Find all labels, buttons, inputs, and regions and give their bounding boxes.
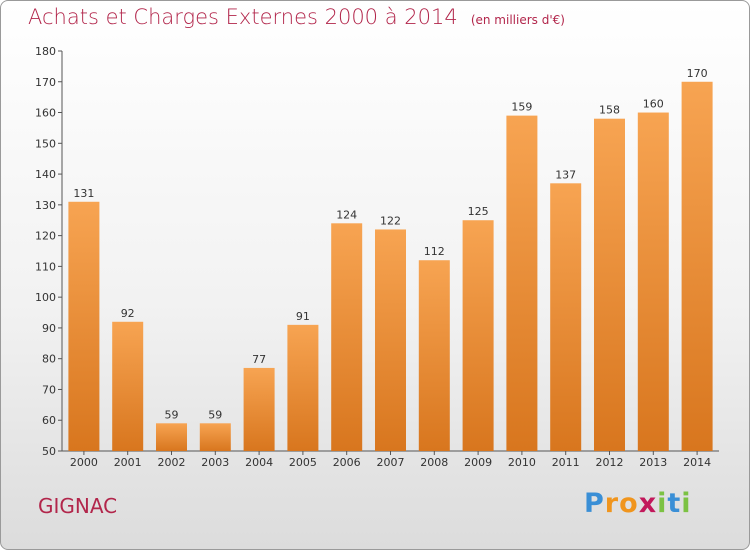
bar-2004 [243,367,275,451]
x-tick-label: 2005 [289,456,317,469]
x-tick-label: 2012 [596,456,624,469]
data-label-2005: 91 [296,310,310,323]
x-tick-label: 2010 [508,456,536,469]
x-tick-label: 2009 [464,456,492,469]
x-tick-label: 2001 [114,456,142,469]
bar-2007 [375,229,406,451]
data-label-2008: 112 [424,245,445,258]
logo-letter: t [667,488,682,519]
x-tick-label: 2003 [201,456,229,469]
logo-letter: r [604,488,620,519]
y-tick-label: 120 [35,230,56,243]
y-tick-label: 160 [35,107,56,120]
bar-2000 [68,201,100,451]
data-label-2010: 159 [511,101,532,114]
bar-2014 [681,81,713,452]
data-label-2006: 124 [336,208,357,221]
logo-letter: i [681,488,692,519]
x-tick-label: 2011 [552,456,580,469]
x-tick-label: 2000 [70,456,98,469]
x-tick-label: 2008 [420,456,448,469]
y-tick-label: 100 [35,291,56,304]
proxiti-logo: Proxiti [584,488,692,519]
bar-2012 [594,118,625,451]
x-tick-label: 2006 [333,456,361,469]
logo-letter: o [619,488,639,519]
logo-letter: x [638,488,658,519]
chart-title-block: Achats et Charges Externes 2000 à 2014 (… [28,5,565,29]
data-label-2000: 131 [73,187,94,200]
bar-2011 [550,183,582,452]
bar-2006 [331,223,363,451]
logo-letter: i [657,488,668,519]
data-label-2011: 137 [555,168,576,181]
x-tick-label: 2002 [158,456,186,469]
commune-name: GIGNAC [38,494,118,518]
data-label-2007: 122 [380,214,401,227]
bar-2009 [462,220,494,451]
chart-title: Achats et Charges Externes 2000 à 2014 [28,5,458,29]
chart-subtitle: (en milliers d'€) [470,13,565,27]
y-tick-label: 140 [35,168,56,181]
x-tick-label: 2013 [639,456,667,469]
data-label-2012: 158 [599,104,620,117]
data-label-2001: 92 [121,307,135,320]
x-tick-label: 2014 [683,456,711,469]
data-label-2014: 170 [687,67,708,80]
data-label-2002: 59 [165,408,179,421]
y-tick-label: 150 [35,137,56,150]
bar-2005 [287,324,319,451]
y-tick-label: 80 [42,353,56,366]
bar-2001 [112,321,144,451]
y-tick-label: 70 [42,383,56,396]
data-label-2004: 77 [252,353,266,366]
data-label-2013: 160 [643,98,664,111]
x-tick-label: 2004 [245,456,273,469]
bar-2008 [418,260,450,451]
y-tick-label: 130 [35,199,56,212]
bar-2002 [156,423,187,451]
bar-2003 [199,423,231,451]
logo-letter: P [584,488,605,519]
data-label-2003: 59 [208,408,222,421]
x-tick-label: 2007 [377,456,405,469]
bar-2013 [637,112,669,452]
y-tick-label: 90 [42,322,56,335]
y-tick-label: 180 [35,45,56,58]
y-tick-label: 60 [42,414,56,427]
bar-2010 [506,115,538,451]
y-tick-label: 50 [42,445,56,458]
y-tick-label: 170 [35,76,56,89]
data-label-2009: 125 [468,205,489,218]
y-tick-label: 110 [35,260,56,273]
